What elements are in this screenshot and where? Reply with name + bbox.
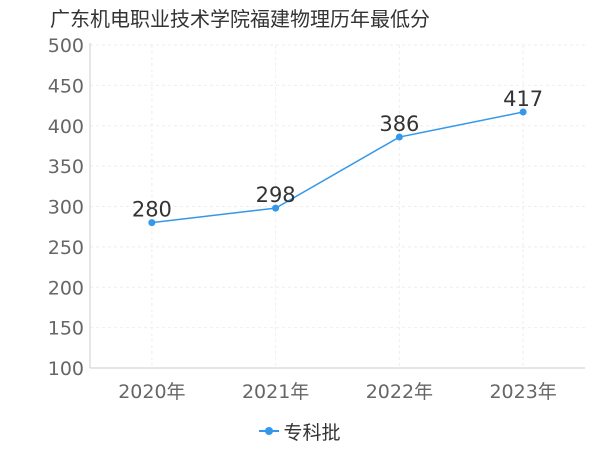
data-label: 280 (132, 198, 172, 222)
y-tick-label: 100 (48, 358, 84, 380)
data-label: 417 (503, 87, 543, 111)
grid-layer (90, 44, 585, 368)
data-label: 298 (256, 183, 296, 207)
y-tick-label: 500 (48, 35, 84, 57)
y-tick-label: 450 (48, 75, 84, 97)
x-tick-labels: 2020年 2021年 2022年 2023年 (118, 381, 557, 403)
y-tick-label: 350 (48, 156, 84, 178)
data-point[interactable] (272, 204, 280, 212)
data-labels: 280 298 386 417 (132, 87, 543, 222)
y-tick-labels: 100 150 200 250 300 350 400 450 500 (48, 35, 84, 380)
data-point[interactable] (395, 133, 403, 141)
y-tick-label: 300 (48, 197, 84, 219)
legend[interactable]: 专科批 (0, 416, 600, 446)
data-point[interactable] (148, 219, 156, 227)
axis-layer (89, 43, 585, 369)
x-tick-label: 2022年 (366, 381, 433, 403)
y-tick-label: 250 (48, 237, 84, 259)
y-tick-label: 400 (48, 116, 84, 138)
data-point[interactable] (519, 108, 527, 116)
x-tick-label: 2023年 (489, 381, 556, 403)
x-tick-label: 2021年 (242, 381, 309, 403)
legend-label: 专科批 (283, 421, 341, 444)
legend-marker-icon (259, 424, 280, 438)
y-tick-label: 200 (48, 277, 84, 299)
series-layer (148, 108, 527, 227)
data-label: 386 (379, 112, 419, 136)
chart-title: 广东机电职业技术学院福建物理历年最低分 (50, 7, 430, 31)
y-tick-label: 150 (48, 318, 84, 340)
series-line (151, 111, 524, 224)
x-tick-label: 2020年 (118, 381, 185, 403)
